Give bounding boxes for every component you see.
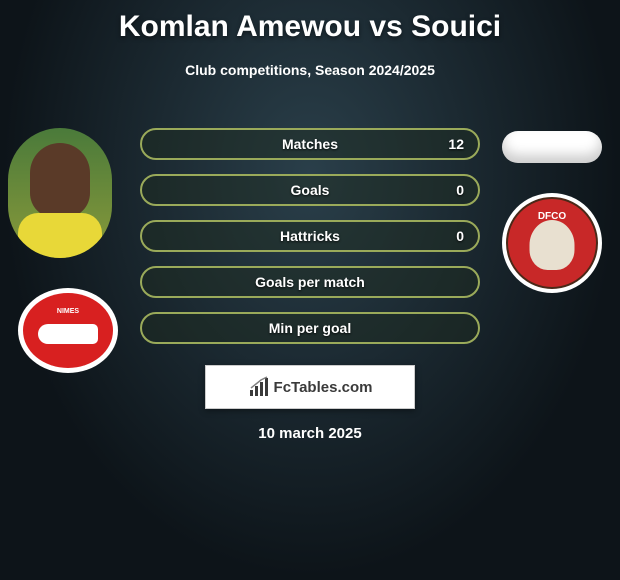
subtitle: Club competitions, Season 2024/2025 [0, 62, 620, 78]
stat-pill-hattricks: Hattricks 0 [140, 220, 480, 252]
stat-value: 0 [456, 182, 464, 198]
player-photo-left [8, 128, 112, 258]
stat-pill-matches: Matches 12 [140, 128, 480, 160]
stat-pills: Matches 12 Goals 0 Hattricks 0 Goals per… [140, 128, 480, 344]
club-badge-right: DFCO [502, 193, 602, 293]
stat-label: Min per goal [269, 320, 351, 336]
player-face [30, 143, 90, 218]
stat-label: Hattricks [280, 228, 340, 244]
club-badge-left-inner: NIMES [23, 293, 113, 368]
stat-pill-goals: Goals 0 [140, 174, 480, 206]
stat-label: Matches [282, 136, 338, 152]
stat-value: 0 [456, 228, 464, 244]
stat-value: 12 [448, 136, 464, 152]
stat-label: Goals per match [255, 274, 365, 290]
watermark: FcTables.com [205, 365, 415, 409]
date-label: 10 march 2025 [258, 425, 361, 442]
page-title: Komlan Amewou vs Souici [0, 0, 620, 44]
chart-icon [248, 376, 270, 398]
owl-icon [530, 220, 575, 270]
player-shirt [18, 213, 102, 258]
club-badge-left: NIMES [18, 288, 118, 373]
watermark-text: FcTables.com [274, 379, 373, 396]
comparison-area: NIMES DFCO Matches 12 Goals 0 Hattricks … [0, 113, 620, 383]
stat-pill-goals-per-match: Goals per match [140, 266, 480, 298]
stat-label: Goals [291, 182, 330, 198]
crocodile-icon [38, 324, 98, 344]
player-photo-right-placeholder [502, 131, 602, 163]
club-left-name: NIMES [57, 308, 79, 315]
club-badge-right-inner: DFCO [506, 197, 598, 289]
stat-pill-min-per-goal: Min per goal [140, 312, 480, 344]
